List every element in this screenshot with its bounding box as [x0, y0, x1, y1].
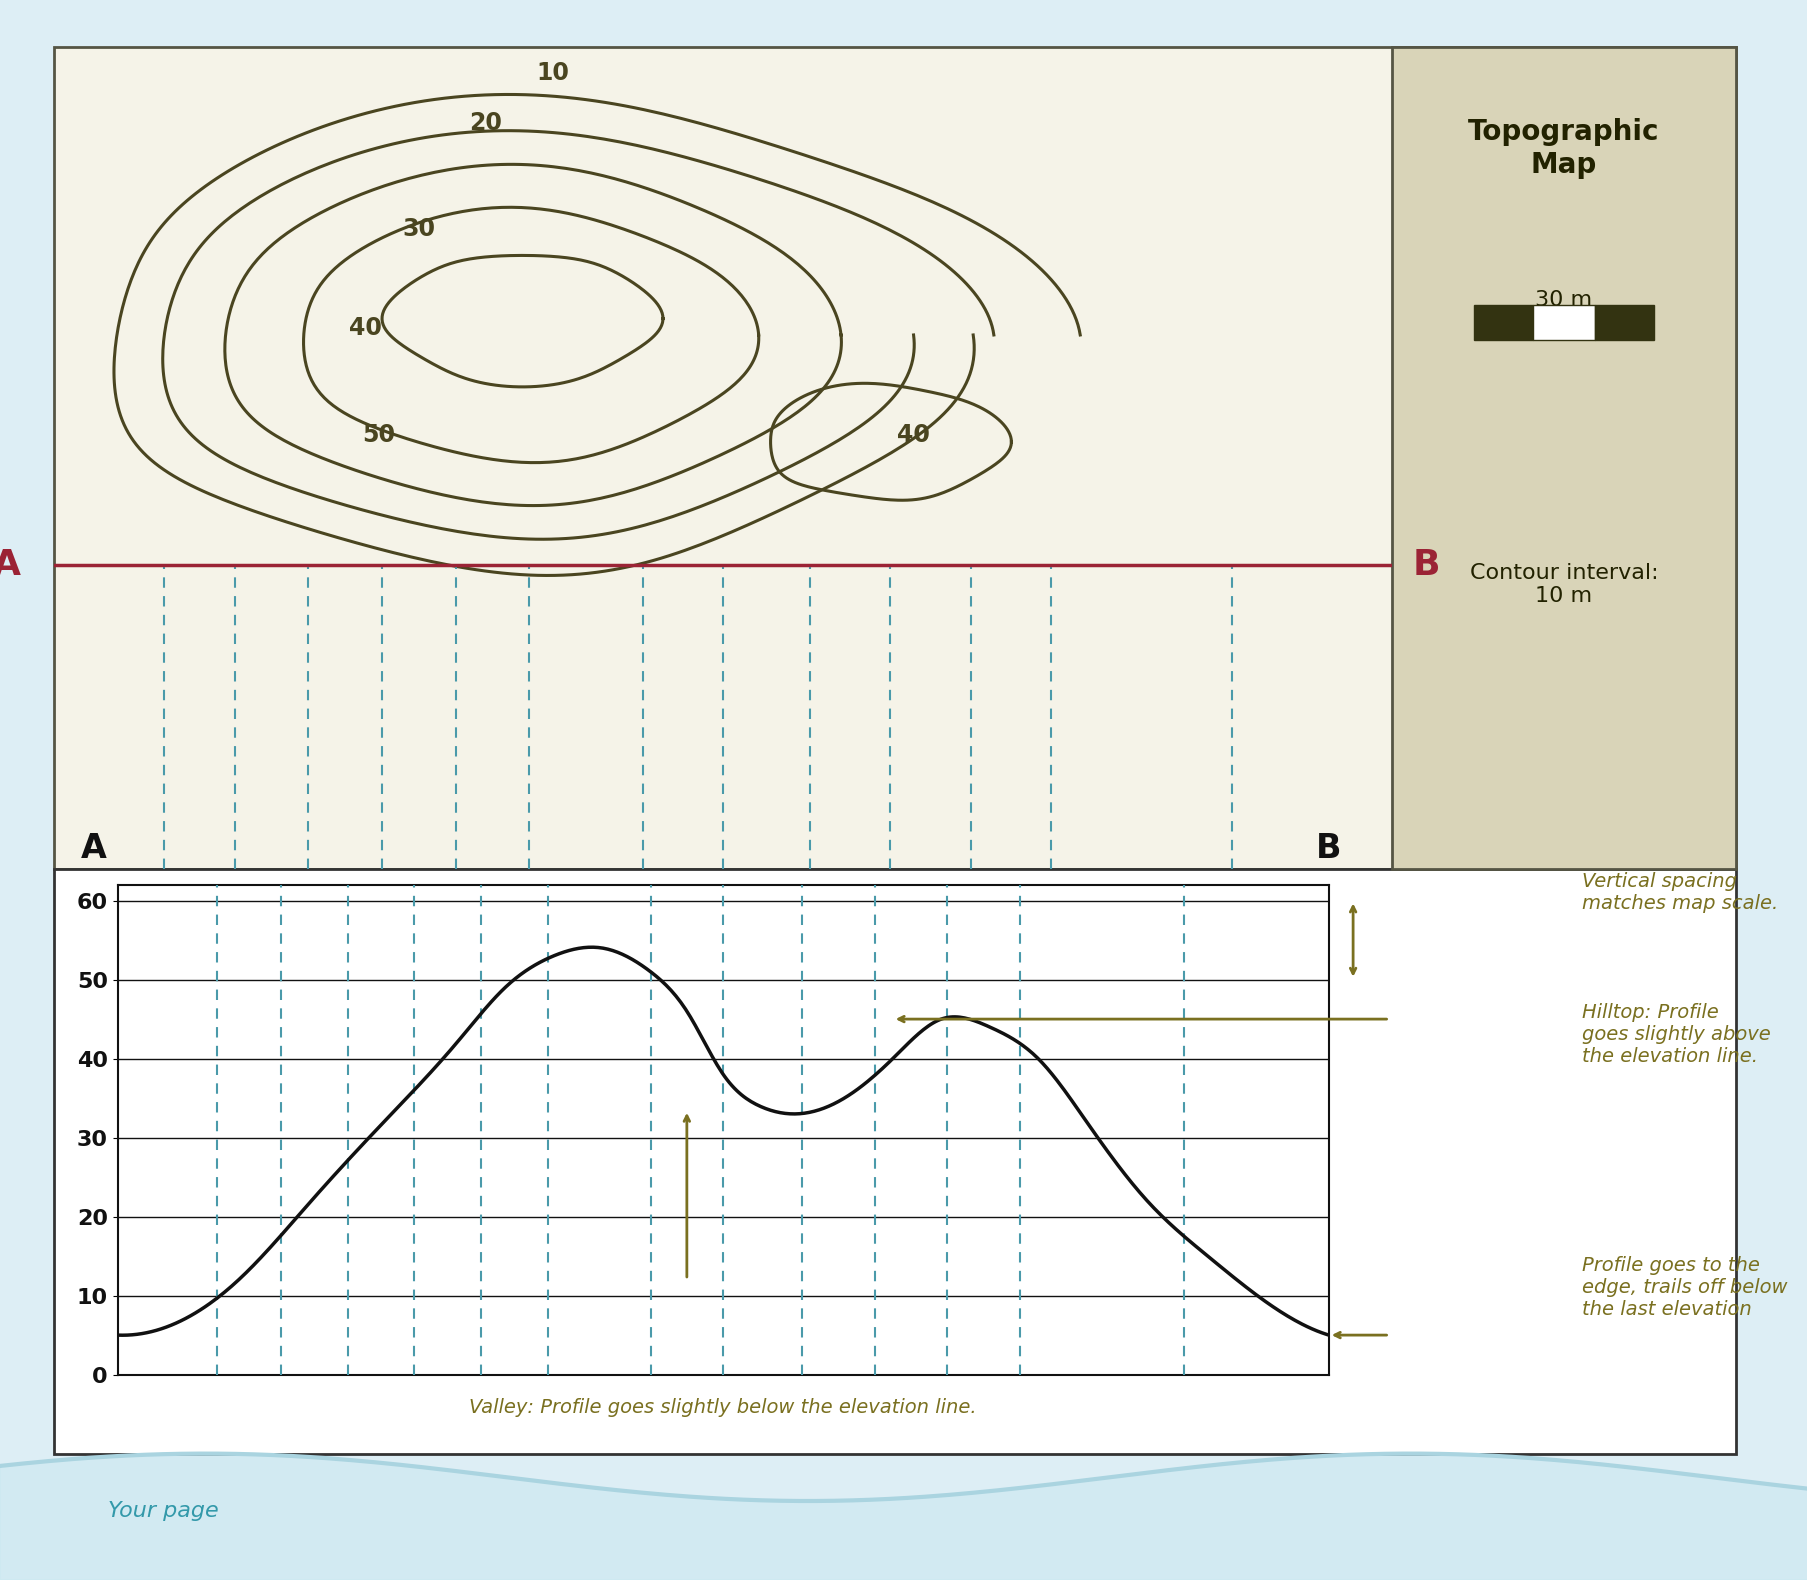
Text: 10: 10 [535, 62, 569, 85]
Bar [54, 47, 1735, 869]
Text: 20: 20 [468, 111, 502, 134]
Text: B: B [1411, 548, 1438, 581]
Text: Profile goes to the
edge, trails off below
the last elevation: Profile goes to the edge, trails off bel… [1581, 1256, 1787, 1319]
Text: Valley: Profile goes slightly below the elevation line.: Valley: Profile goes slightly below the … [470, 1398, 976, 1417]
Bar [1391, 47, 1735, 869]
Bar [54, 869, 1735, 1454]
Text: 40: 40 [896, 423, 929, 447]
Text: Vertical spacing
matches map scale.: Vertical spacing matches map scale. [1581, 872, 1778, 913]
Text: 40: 40 [349, 316, 381, 340]
Text: 30: 30 [401, 218, 435, 242]
Text: B: B [1315, 833, 1341, 866]
Text: Your page: Your page [108, 1501, 219, 1522]
Text: A: A [80, 833, 107, 866]
Bar [1594, 305, 1653, 340]
Text: Topographic
Map: Topographic Map [1467, 118, 1659, 179]
Text: A: A [0, 548, 20, 581]
Text: Hilltop: Profile
goes slightly above
the elevation line.: Hilltop: Profile goes slightly above the… [1581, 1003, 1769, 1067]
Text: 30 m: 30 m [1534, 291, 1592, 310]
Text: Contour interval:
10 m: Contour interval: 10 m [1469, 562, 1657, 607]
Bar [1473, 305, 1532, 340]
Text: 50: 50 [361, 423, 394, 447]
Bar [1532, 305, 1594, 340]
